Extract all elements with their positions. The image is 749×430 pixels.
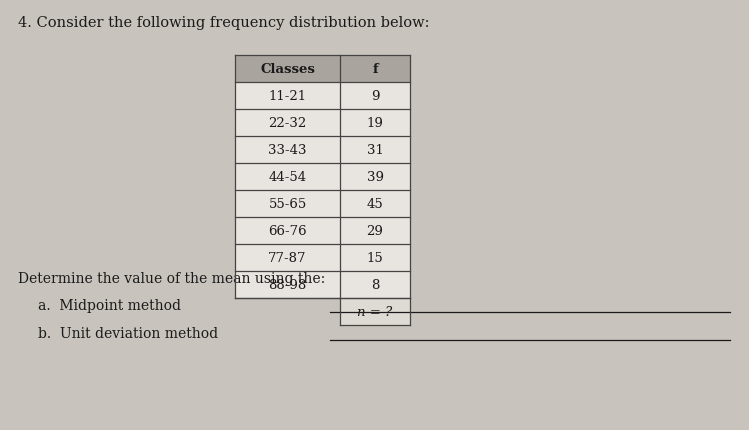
Text: 22-32: 22-32 [268, 117, 306, 130]
Text: 15: 15 [366, 252, 383, 264]
Text: 31: 31 [366, 144, 383, 157]
Text: 39: 39 [366, 171, 383, 184]
Text: a.  Midpoint method: a. Midpoint method [38, 298, 181, 312]
Text: 55-65: 55-65 [268, 197, 306, 211]
Bar [235, 83, 410, 298]
Text: 9: 9 [371, 90, 379, 103]
Text: 33-43: 33-43 [268, 144, 307, 157]
Text: 8: 8 [371, 278, 379, 291]
Text: n = ?: n = ? [357, 305, 392, 318]
Text: b.  Unit deviation method: b. Unit deviation method [38, 326, 218, 340]
Text: Determine the value of the mean using the:: Determine the value of the mean using th… [18, 271, 325, 286]
Text: 11-21: 11-21 [268, 90, 306, 103]
Text: 44-54: 44-54 [268, 171, 306, 184]
Text: 4. Consider the following frequency distribution below:: 4. Consider the following frequency dist… [18, 16, 429, 30]
Text: Classes: Classes [260, 63, 315, 76]
Text: 77-87: 77-87 [268, 252, 307, 264]
Text: 66-76: 66-76 [268, 224, 307, 237]
Text: f: f [372, 63, 377, 76]
Text: 19: 19 [366, 117, 383, 130]
Bar [340, 298, 410, 325]
Text: 88-98: 88-98 [268, 278, 306, 291]
Text: 45: 45 [366, 197, 383, 211]
Bar [235, 56, 410, 83]
Text: 29: 29 [366, 224, 383, 237]
